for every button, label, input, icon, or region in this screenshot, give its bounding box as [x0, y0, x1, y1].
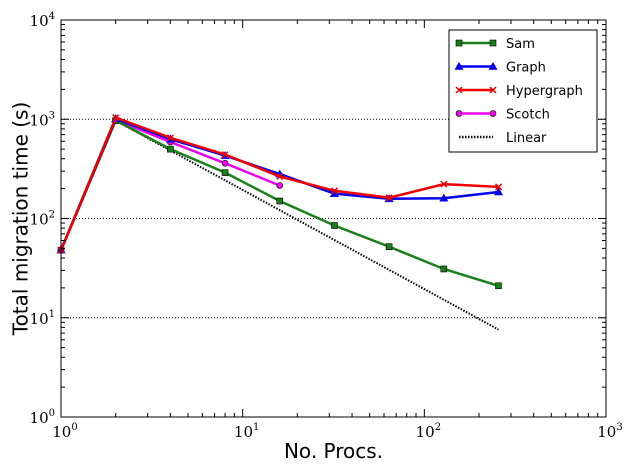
series-linear: [115, 119, 499, 331]
hypergraph-point: [221, 151, 229, 159]
graph-point: [439, 193, 449, 202]
x-tick-label: 101: [234, 422, 259, 441]
legend-marker-graph: [454, 61, 464, 70]
hypergraph-point: [166, 134, 174, 142]
legend-marker-sam: [455, 39, 463, 47]
series-sam: [57, 117, 502, 290]
hypergraph-point: [276, 172, 284, 181]
hypergraph-point: [440, 180, 448, 188]
scotch-point: [276, 182, 284, 189]
linear-line: [115, 119, 499, 331]
y-tick-label: 102: [30, 210, 55, 229]
scotch-point: [221, 159, 229, 167]
legend-entry-linear: Linear: [459, 131, 547, 146]
grid-lines: [61, 118, 606, 319]
legend-marker-hypergraph: [489, 86, 497, 94]
legend-label-linear: Linear: [506, 131, 547, 146]
y-tick-label: 103: [30, 110, 55, 129]
graph-point: [493, 187, 504, 196]
sam-point: [331, 222, 338, 229]
sam-point: [276, 197, 284, 205]
hypergraph-point: [112, 114, 120, 122]
y-tick-label: 100: [30, 408, 55, 427]
legend-label-sam: Sam: [506, 37, 535, 52]
x-tick-label: 102: [416, 422, 441, 441]
legend-entry-graph: Graph: [454, 61, 546, 76]
y-axis-label: Total migration time (s): [9, 102, 33, 337]
y-tick-label: 104: [30, 11, 55, 30]
hypergraph-point: [385, 194, 393, 202]
sam-point: [167, 145, 174, 153]
legend-entry-scotch: Scotch: [455, 108, 550, 123]
plot-series: [56, 114, 504, 331]
legend-marker-graph: [488, 61, 498, 70]
legend-marker-scotch: [455, 110, 463, 117]
sam-point: [385, 243, 393, 250]
legend-entry-sam: Sam: [455, 37, 535, 52]
axis-ticks: 100 101 102 103 100 101 102 103 104: [30, 11, 623, 441]
hypergraph-point: [494, 183, 503, 191]
sam-point: [440, 265, 448, 273]
x-axis-label: No. Procs.: [284, 439, 383, 463]
legend-marker-hypergraph: [455, 86, 463, 94]
x-tick-label: 100: [52, 422, 77, 441]
y-tick-label: 101: [30, 309, 55, 328]
legend-entry-hypergraph: Hypergraph: [455, 84, 583, 99]
legend-label-hypergraph: Hypergraph: [506, 84, 583, 99]
hypergraph-point: [330, 187, 338, 195]
legend-label-graph: Graph: [506, 61, 546, 76]
legend-label-scotch: Scotch: [506, 108, 550, 123]
legend: Sam Graph Hypergraph Scotch Linear: [448, 29, 598, 153]
legend-marker-sam: [489, 39, 497, 47]
sam-point: [495, 282, 502, 290]
sam-point: [221, 169, 229, 176]
legend-marker-scotch: [489, 110, 497, 117]
series-hypergraph: [57, 114, 503, 254]
x-tick-label: 103: [597, 422, 622, 441]
